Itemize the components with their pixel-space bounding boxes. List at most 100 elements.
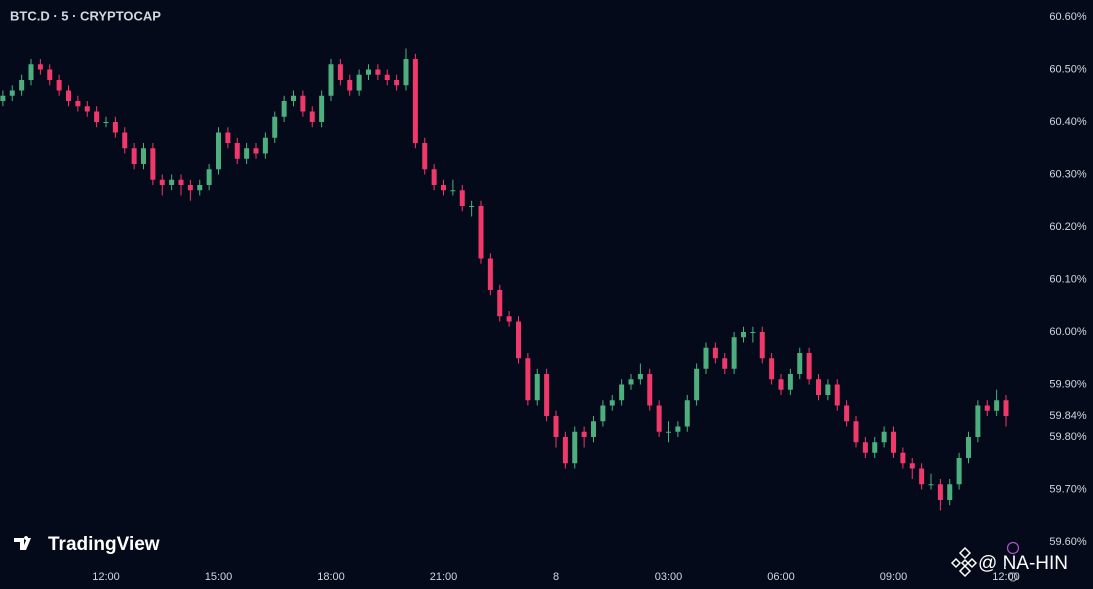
candle-body xyxy=(787,374,793,390)
candle-body xyxy=(956,458,962,485)
x-tick-label: 12:00 xyxy=(992,571,1020,583)
candle-body xyxy=(825,384,831,395)
x-tick-label: 03:00 xyxy=(655,571,683,583)
candle-body xyxy=(131,148,137,164)
candle-body xyxy=(947,484,953,500)
candle-body xyxy=(675,426,681,432)
candle-body xyxy=(975,405,981,437)
candle-body xyxy=(225,132,231,143)
credit: @ NA-HIN xyxy=(950,546,1068,578)
candle-body xyxy=(384,74,390,80)
candle-body xyxy=(994,400,1000,411)
indicator-icon xyxy=(1006,541,1020,555)
candle-body xyxy=(300,95,306,112)
last-price-label: 59.84% xyxy=(1049,410,1087,422)
candle-body xyxy=(759,332,765,359)
logo-icon xyxy=(14,536,31,550)
credit-text: @ NA-HIN xyxy=(978,553,1068,574)
candle-body xyxy=(478,206,484,259)
candle-body xyxy=(872,442,878,453)
candle-body xyxy=(37,64,43,70)
candle-body xyxy=(600,405,606,422)
candle-body xyxy=(234,143,240,159)
candle-body xyxy=(412,59,418,143)
candle-body xyxy=(103,122,109,123)
candle-body xyxy=(122,132,128,149)
candle-body xyxy=(84,106,90,112)
candle-body xyxy=(581,431,587,437)
candle-body xyxy=(394,80,400,86)
watermark: TradingView xyxy=(48,534,160,555)
candle-body xyxy=(253,148,259,154)
candle-body xyxy=(431,169,437,185)
y-tick-label: 60.30% xyxy=(1049,168,1087,180)
candle-body xyxy=(459,190,465,206)
x-tick-label: 06:00 xyxy=(767,571,795,583)
candle-body xyxy=(187,185,193,191)
candle-body xyxy=(928,484,934,486)
candle-body xyxy=(244,148,250,159)
candle-body xyxy=(487,258,493,290)
candle-body xyxy=(844,405,850,422)
candle-body xyxy=(141,148,146,164)
candle-body xyxy=(347,80,353,91)
candle-body xyxy=(806,353,812,380)
y-tick-label: 59.80% xyxy=(1049,431,1087,443)
tradingview-logo: TradingView xyxy=(14,534,160,555)
x-tick-label: 12:00 xyxy=(92,571,120,583)
candle-body xyxy=(525,358,531,401)
candle-body xyxy=(628,379,634,385)
candle-body xyxy=(216,132,221,170)
candle-body xyxy=(741,332,746,338)
candle-body xyxy=(19,80,25,91)
x-tick-label: 8 xyxy=(553,571,559,583)
candle-body xyxy=(150,148,156,180)
candle-body xyxy=(469,206,475,207)
y-tick-label: 60.60% xyxy=(1049,11,1087,23)
y-tick-label: 59.70% xyxy=(1049,483,1087,495)
candle-body xyxy=(750,332,756,333)
chart-title: BTC.D · 5 · CRYPTOCAP xyxy=(10,8,161,23)
candle-body xyxy=(881,431,887,443)
candle-body xyxy=(94,111,100,122)
candle-body xyxy=(966,437,971,458)
candle-body xyxy=(816,379,821,395)
candle-body xyxy=(572,431,578,464)
candle-body xyxy=(375,69,381,75)
candle-body xyxy=(900,452,906,464)
x-tick-label: 09:00 xyxy=(880,571,908,583)
candle-body xyxy=(337,64,343,80)
candle-body xyxy=(553,416,559,437)
candle-body xyxy=(309,111,315,122)
candle-body xyxy=(422,143,428,170)
candle-body xyxy=(778,379,784,390)
candle-body xyxy=(534,374,540,401)
x-tick-label: 18:00 xyxy=(317,571,345,583)
candle-body xyxy=(919,468,925,485)
y-tick-label: 60.20% xyxy=(1049,221,1087,233)
candle-body xyxy=(516,321,521,359)
candle-body xyxy=(169,179,175,185)
candle-body xyxy=(909,463,915,469)
candle-body xyxy=(891,431,896,453)
candle-body xyxy=(731,337,737,369)
candle-body xyxy=(862,442,868,453)
candle-body xyxy=(722,358,728,369)
candle-body xyxy=(366,69,371,75)
candle-body xyxy=(656,405,662,432)
y-tick-label: 59.90% xyxy=(1049,378,1087,390)
candle-body xyxy=(197,185,203,191)
candle-body xyxy=(75,101,81,107)
candle-body xyxy=(544,374,550,416)
candle-body xyxy=(47,69,53,80)
candle-body xyxy=(450,190,456,192)
candle-body xyxy=(178,179,184,185)
candle-body xyxy=(666,431,671,433)
candle-body xyxy=(984,405,990,411)
candle-body xyxy=(159,179,165,185)
credit-icon xyxy=(950,546,978,578)
candle-body xyxy=(562,437,568,464)
candle-body xyxy=(609,400,615,406)
